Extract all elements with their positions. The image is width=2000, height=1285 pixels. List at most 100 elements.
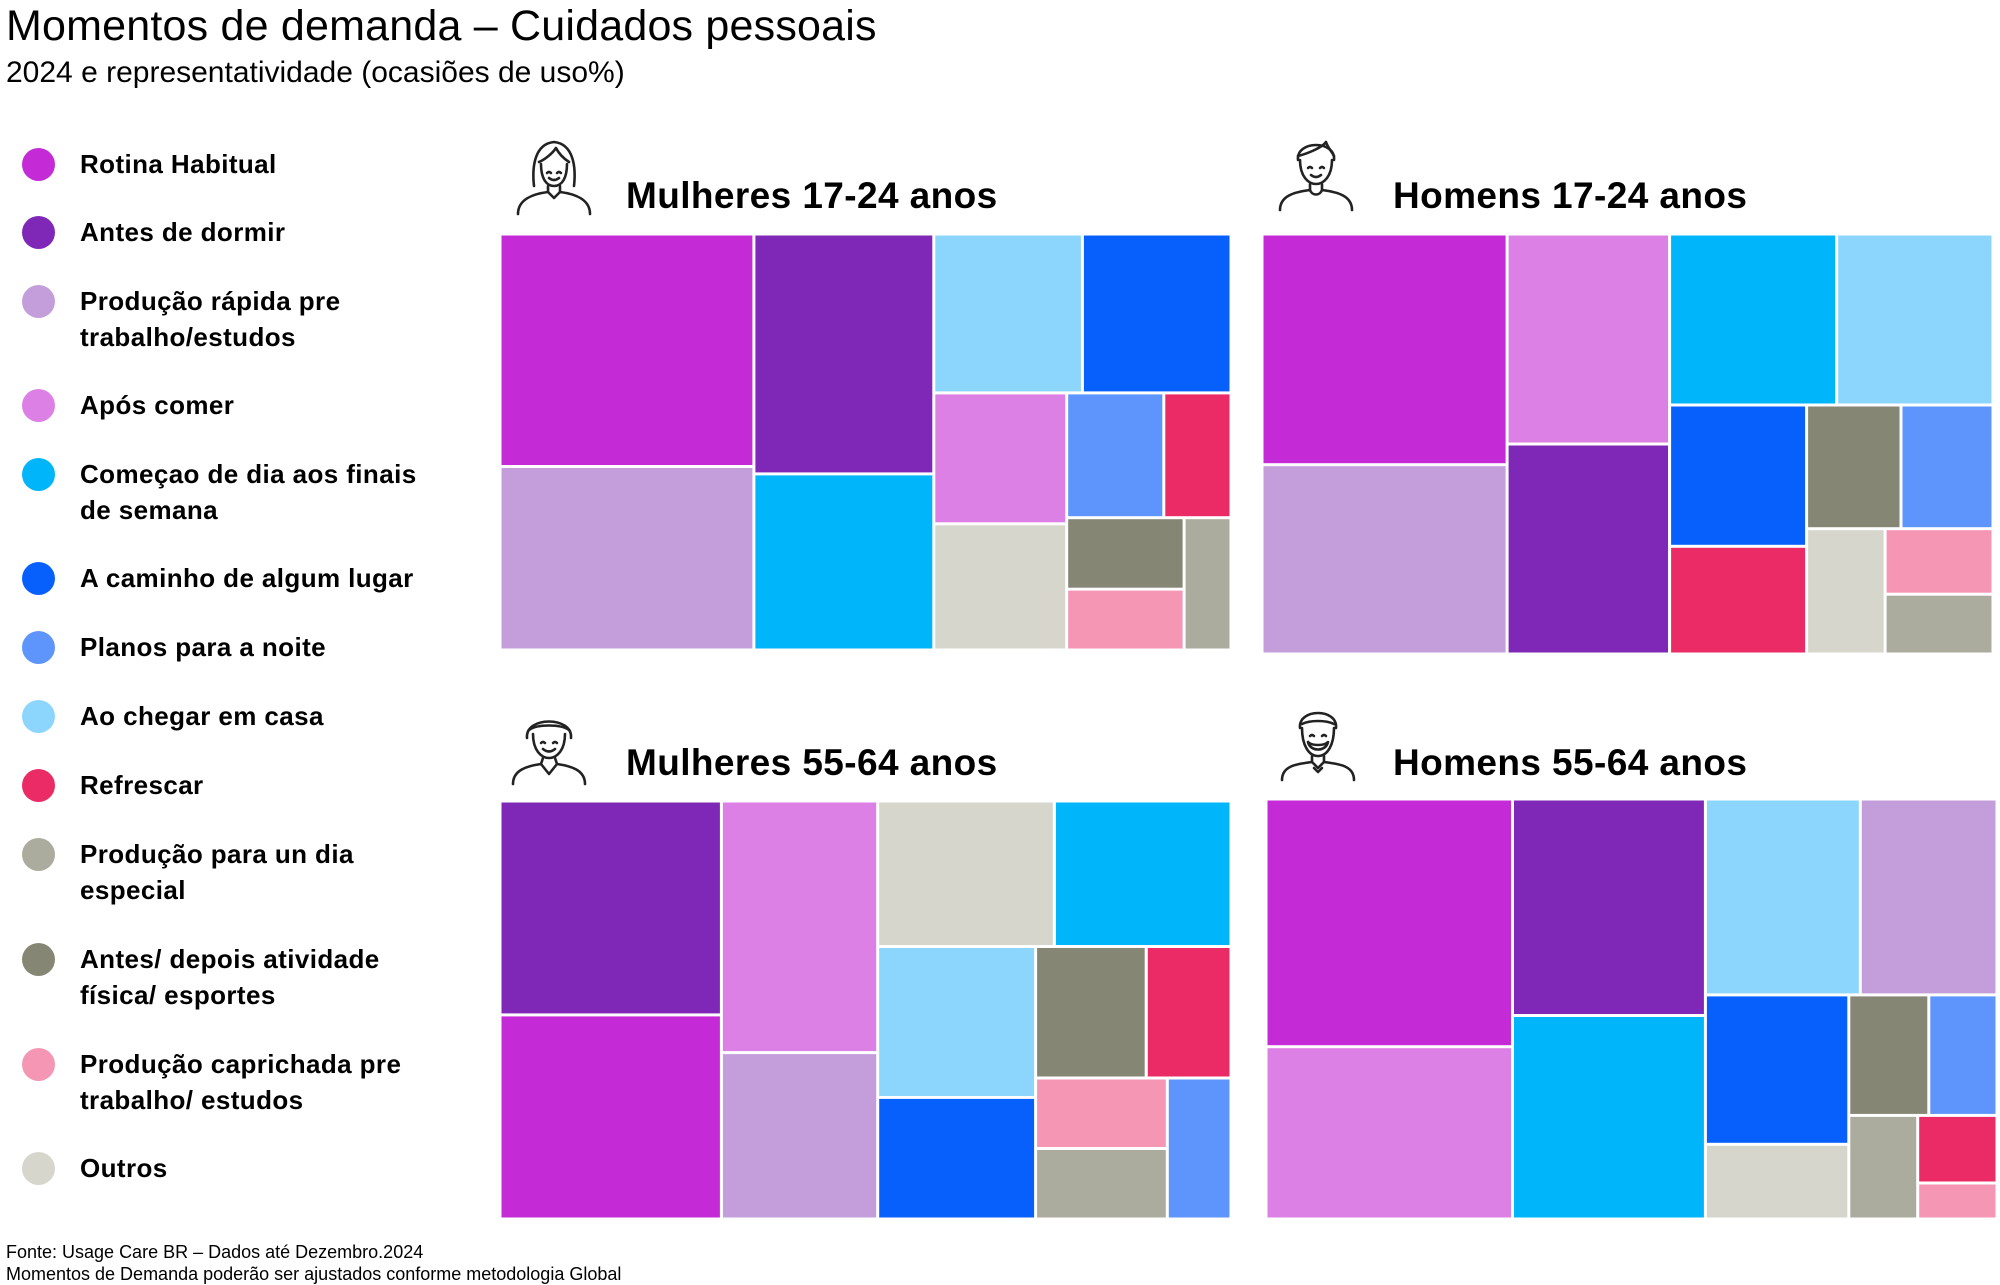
treemap-cell: Antes de dormir — [1508, 445, 1668, 653]
treemap-cell: Rotina Habitual — [1267, 800, 1511, 1046]
treemap-cell: Produção rápida pre trabalho/estudos — [722, 1054, 877, 1218]
treemap-cell: Refrescar — [1165, 394, 1230, 517]
footer-source: Fonte: Usage Care BR – Dados até Dezembr… — [6, 1242, 424, 1262]
treemap-cell: Começao de dia aos finais de semana — [1514, 1017, 1704, 1218]
legend-dot — [22, 285, 55, 318]
legend-dot — [22, 838, 55, 871]
legend-dot — [22, 216, 55, 249]
legend-dot — [22, 562, 55, 595]
treemap-cell: Antes de dormir — [755, 235, 933, 473]
legend-label: Produção para un dia especial — [80, 839, 354, 905]
treemap-cell: A caminho de algum lugar — [1671, 406, 1806, 545]
page-subtitle: 2024 e representatividade (ocasiões de u… — [6, 56, 625, 89]
legend-label: Produção rápida pre trabalho/estudos — [80, 286, 341, 352]
treemap-cell: Planos para a noite — [1902, 406, 1992, 528]
legend-item: Produção caprichada pre trabalho/ estudo… — [22, 1046, 420, 1118]
woman-long-hair-icon — [516, 140, 592, 216]
legend-item: Antes/ depois atividade física/ esportes — [22, 941, 400, 1013]
panel-title: Mulheres 17-24 anos — [626, 175, 998, 216]
legend-label: Antes de dormir — [80, 217, 286, 247]
treemap-cell: Outros — [1706, 1145, 1848, 1218]
legend-label: Após comer — [80, 390, 235, 420]
panel-title: Homens 55-64 anos — [1393, 742, 1748, 783]
treemap-chart: Antes de dormirRotina HabitualApós comer… — [501, 802, 1230, 1218]
legend-label: Produção caprichada pre trabalho/ estudo… — [80, 1049, 402, 1115]
treemap-cell: Produção rápida pre trabalho/estudos — [1861, 800, 1996, 994]
treemap-cell: Produção caprichada pre trabalho/ estudo… — [1886, 530, 1992, 593]
legend-dot — [22, 769, 55, 802]
treemap-cell: Ao chegar em casa — [1838, 235, 1992, 404]
treemap-cell: Produção rápida pre trabalho/estudos — [1263, 466, 1506, 653]
legend-dot — [22, 1152, 55, 1185]
legend-item: Outros — [22, 1150, 440, 1186]
treemap-cell: Outros — [1808, 530, 1884, 653]
legend-item: Após comer — [22, 387, 440, 423]
legend-dot — [22, 943, 55, 976]
treemap-chart: Rotina HabitualProdução rápida pre traba… — [1263, 235, 1992, 653]
treemap-cell: A caminho de algum lugar — [1706, 996, 1848, 1143]
treemap-cell: Antes/ depois atividade física/ esportes — [1808, 406, 1900, 528]
treemap-cell: Planos para a noite — [1068, 394, 1163, 517]
treemap-cell: Rotina Habitual — [1263, 235, 1506, 464]
legend-dot — [22, 631, 55, 664]
treemap-cell: Produção para un dia especial — [1850, 1116, 1917, 1218]
treemap-cell: A caminho de algum lugar — [879, 1098, 1035, 1218]
treemap-chart: Rotina HabitualProdução rápida pre traba… — [501, 235, 1230, 649]
treemap-cell: Começao de dia aos finais de semana — [755, 475, 933, 649]
treemap-cell: Produção para un dia especial — [1037, 1150, 1166, 1218]
treemap-cell: Produção rápida pre trabalho/estudos — [501, 468, 753, 649]
treemap-cell: Refrescar — [1147, 948, 1230, 1077]
treemap-cell: Ao chegar em casa — [879, 948, 1035, 1096]
treemap-cell: Planos para a noite — [1168, 1079, 1230, 1218]
treemap-cell: Após comer — [935, 394, 1066, 523]
treemap-cell: Produção caprichada pre trabalho/ estudo… — [1919, 1184, 1996, 1218]
treemap-cell: Começao de dia aos finais de semana — [1671, 235, 1836, 404]
treemap-cell: Ao chegar em casa — [1706, 800, 1859, 994]
treemap-cell: Refrescar — [1919, 1116, 1996, 1182]
legend-label: Ao chegar em casa — [80, 701, 324, 731]
older-woman-icon — [511, 720, 587, 786]
legend-item: Começao de dia aos finais de semana — [22, 456, 430, 528]
legend-dot — [22, 700, 55, 733]
treemap-cell: Após comer — [1267, 1048, 1511, 1218]
legend-dot — [22, 458, 55, 491]
legend-label: Rotina Habitual — [80, 149, 277, 179]
treemap-cell: Planos para a noite — [1930, 996, 1996, 1114]
treemap-cell: Antes/ depois atividade física/ esportes — [1850, 996, 1928, 1114]
older-man-beard-icon — [1280, 711, 1356, 782]
legend-dot — [22, 148, 55, 181]
treemap-cell: Começao de dia aos finais de semana — [1055, 802, 1230, 945]
treemap-cell: A caminho de algum lugar — [1083, 235, 1230, 392]
legend-item: Produção para un dia especial — [22, 836, 380, 908]
legend-item: Produção rápida pre trabalho/estudos — [22, 283, 370, 355]
panel-title: Homens 17-24 anos — [1393, 175, 1748, 216]
legend-label: Outros — [80, 1153, 168, 1183]
legend-label: A caminho de algum lugar — [80, 563, 414, 593]
treemap-cell: Outros — [879, 802, 1053, 945]
treemap-cell: Produção caprichada pre trabalho/ estudo… — [1037, 1079, 1166, 1147]
legend-label: Refrescar — [80, 770, 204, 800]
treemap-cell: Outros — [935, 525, 1066, 649]
treemap-cell: Rotina Habitual — [501, 1016, 720, 1218]
legend-label: Antes/ depois atividade física/ esportes — [80, 944, 380, 1010]
treemap-cell: Antes/ depois atividade física/ esportes — [1068, 519, 1183, 588]
footer-note: Momentos de Demanda poderão ser ajustado… — [6, 1264, 622, 1284]
legend-item: Planos para a noite — [22, 629, 440, 665]
legend-item: Rotina Habitual — [22, 146, 440, 182]
legend-item: Ao chegar em casa — [22, 698, 440, 734]
legend-item: A caminho de algum lugar — [22, 560, 480, 596]
treemap-cell: Produção para un dia especial — [1886, 595, 1992, 653]
treemap-cell: Refrescar — [1671, 547, 1806, 653]
treemap-cell: Rotina Habitual — [501, 235, 753, 465]
treemap-cell: Produção para un dia especial — [1185, 519, 1230, 649]
treemap-cell: Antes de dormir — [501, 802, 720, 1014]
page-title: Momentos de demanda – Cuidados pessoais — [6, 2, 877, 50]
treemap-chart: Rotina HabitualApós comerAntes de dormir… — [1267, 800, 1996, 1218]
legend-dot — [22, 1048, 55, 1081]
treemap-cell: Após comer — [722, 802, 877, 1052]
treemap-cell: Antes de dormir — [1514, 800, 1704, 1014]
legend-dot — [22, 389, 55, 422]
legend-label: Começao de dia aos finais de semana — [80, 459, 417, 525]
treemap-cell: Após comer — [1508, 235, 1668, 443]
panel-title: Mulheres 55-64 anos — [626, 742, 998, 783]
